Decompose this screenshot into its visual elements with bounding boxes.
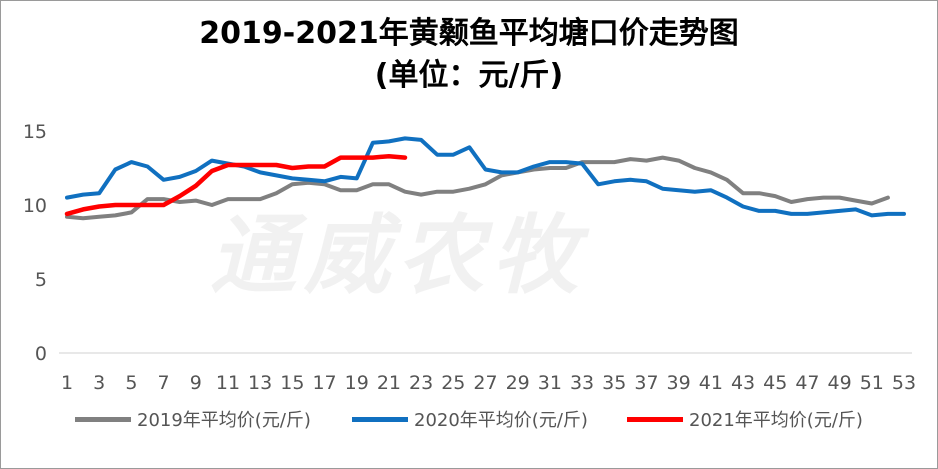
x-tick-label: 47 (795, 372, 819, 394)
y-tick-label: 15 (23, 121, 47, 143)
x-tick-label: 23 (409, 372, 433, 394)
x-tick-label: 29 (506, 372, 530, 394)
legend-label-2021: 2021年平均价(元/斤) (689, 410, 863, 431)
x-axis-ticks: 1 3 5 7 9 11 13 15 17 19 21 23 25 27 29 31 33 35 37 39 41 43 4… (61, 372, 916, 394)
x-tick-label: 39 (667, 372, 691, 394)
legend-swatch-2019 (75, 416, 131, 422)
watermark: 通威农牧 (210, 206, 586, 306)
legend-label-2020: 2020年平均价(元/斤) (414, 410, 588, 431)
x-tick-label: 3 (93, 372, 105, 394)
chart-subtitle: (单位：元/斤) (374, 58, 564, 93)
x-tick-label: 17 (312, 372, 336, 394)
x-tick-label: 49 (828, 372, 852, 394)
legend-label-2019: 2019年平均价(元/斤) (137, 410, 311, 431)
x-tick-label: 33 (570, 372, 594, 394)
x-tick-label: 1 (61, 372, 73, 394)
legend-swatch-2021 (627, 416, 683, 422)
legend-item-2020: 2020年平均价(元/斤) (352, 402, 588, 436)
x-tick-label: 19 (345, 372, 369, 394)
x-tick-label: 37 (634, 372, 658, 394)
y-tick-label: 5 (35, 269, 47, 291)
x-tick-label: 13 (248, 372, 272, 394)
x-tick-label: 35 (602, 372, 626, 394)
x-tick-label: 41 (699, 372, 723, 394)
series-lines (64, 136, 906, 221)
x-tick-label: 25 (441, 372, 465, 394)
x-tick-label: 51 (860, 372, 884, 394)
y-tick-label: 0 (35, 343, 47, 365)
x-tick-label: 11 (216, 372, 240, 394)
x-tick-label: 53 (892, 372, 916, 394)
series-line-2020 (65, 136, 906, 218)
x-tick-label: 5 (125, 372, 137, 394)
x-tick-label: 27 (473, 372, 497, 394)
x-tick-label: 15 (280, 372, 304, 394)
y-tick-label: 10 (23, 195, 47, 217)
x-tick-label: 43 (731, 372, 755, 394)
x-tick-label: 45 (763, 372, 787, 394)
series-line-2019 (65, 155, 890, 221)
legend-swatch-2020 (352, 416, 408, 422)
legend-item-2021: 2021年平均价(元/斤) (627, 402, 863, 436)
legend: 2019年平均价(元/斤) 2020年平均价(元/斤) 2021年平均价(元/斤… (0, 402, 938, 436)
series-line-2021 (64, 153, 408, 217)
x-tick-label: 7 (158, 372, 170, 394)
chart-title: 2019-2021年黄颡鱼平均塘口价走势图 (199, 16, 739, 51)
x-tick-label: 21 (377, 372, 401, 394)
legend-item-2019: 2019年平均价(元/斤) (75, 402, 311, 436)
x-tick-label: 31 (538, 372, 562, 394)
x-tick-label: 9 (190, 372, 202, 394)
y-axis-ticks: 0 5 10 15 (23, 121, 47, 365)
